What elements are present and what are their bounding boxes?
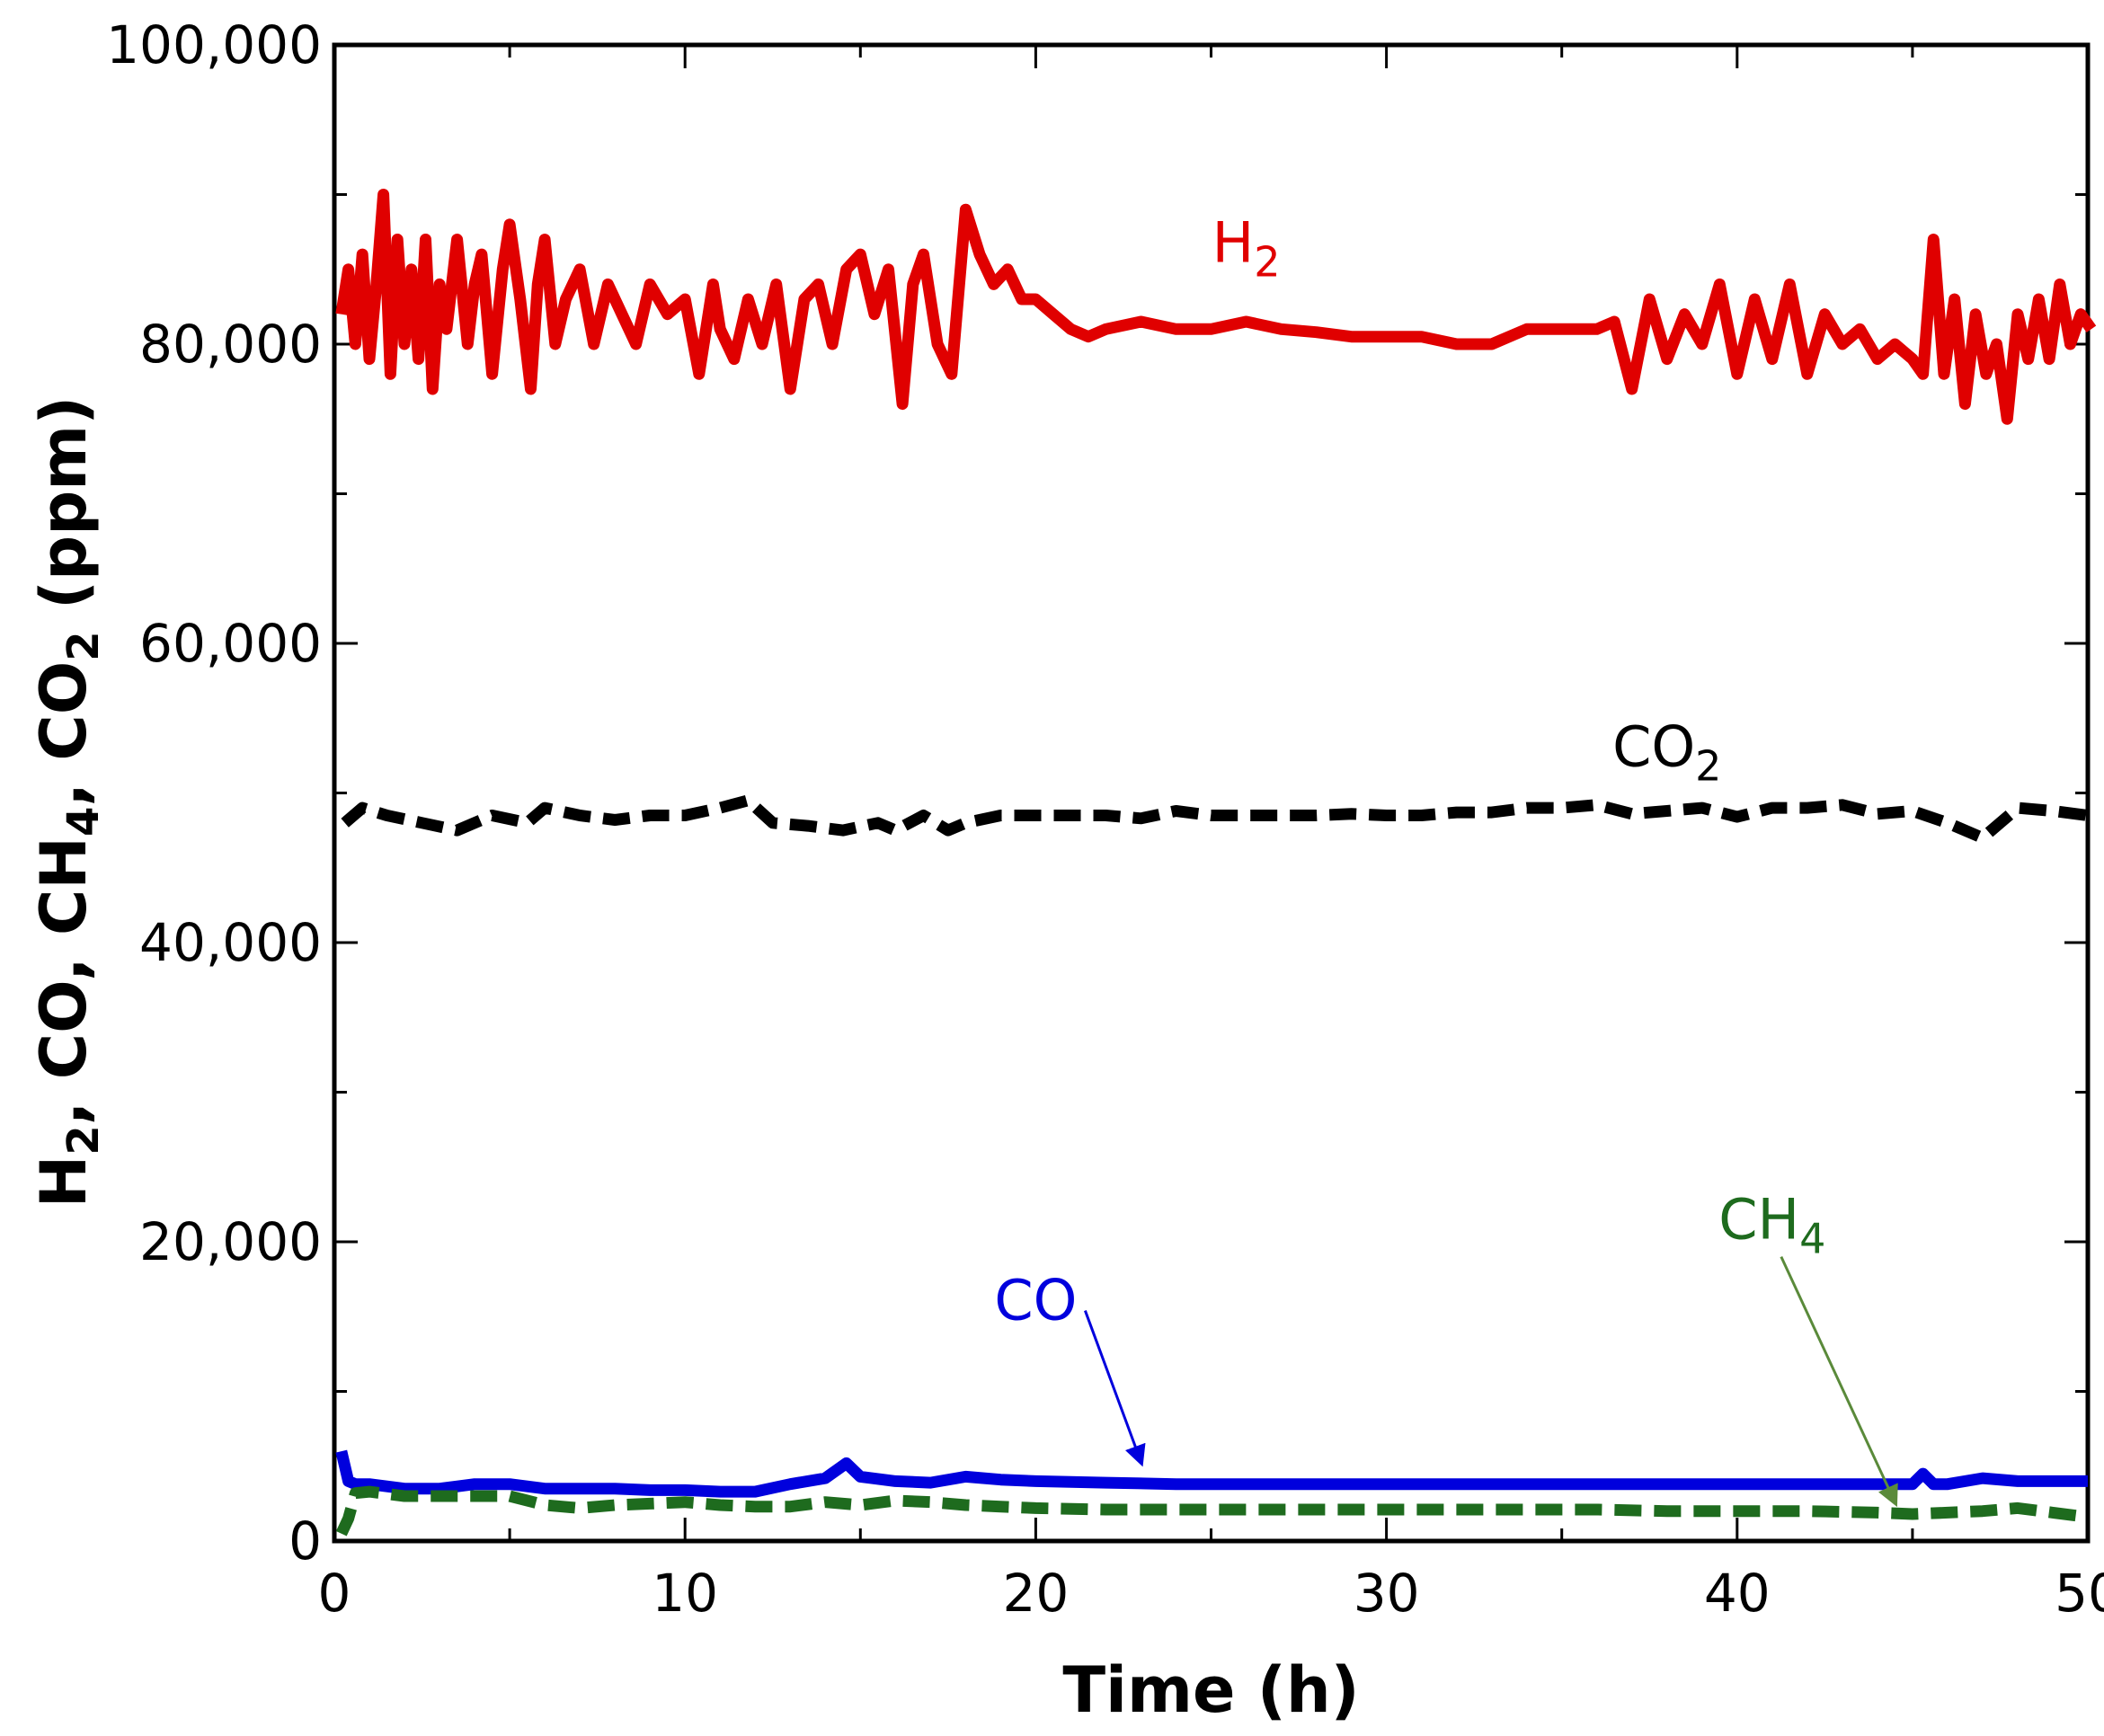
co-pointer-arrow	[1083, 1310, 1146, 1467]
y-tick-label: 80,000	[139, 314, 322, 375]
series-label-text: CH	[1718, 1187, 1799, 1253]
series-line-ch4	[335, 1485, 2089, 1537]
x-axis-title: Time (h)	[1062, 1653, 1359, 1727]
series-line-co2	[341, 794, 2089, 844]
series-label-text: H	[1212, 209, 1255, 275]
x-tick-label: 10	[652, 1563, 718, 1624]
series-line-co	[335, 1449, 2088, 1498]
y-tick-label: 40,000	[139, 912, 322, 973]
series-label-subscript: 2	[1254, 237, 1280, 286]
ch4-pointer-arrow	[1780, 1256, 1898, 1508]
y-tick-label: 0	[289, 1510, 322, 1572]
series-label-h2: H2	[1212, 209, 1281, 286]
y-tick-label: 20,000	[139, 1211, 322, 1272]
y-axis-title-subscript: 4	[58, 807, 109, 837]
y-axis-title-part: , CO	[27, 661, 101, 807]
series-label-text: CO	[1612, 714, 1695, 780]
x-tick-label: 0	[318, 1563, 351, 1624]
x-tick-label: 50	[2055, 1563, 2104, 1624]
series-layer	[335, 189, 2097, 1537]
y-axis-title-part: H	[27, 1156, 101, 1209]
x-tick-label: 40	[1704, 1563, 1771, 1624]
series-label-text: CO	[994, 1268, 1077, 1333]
y-axis-title-subscript: 2	[58, 1125, 109, 1155]
y-axis-title-part: , CO, CH	[27, 837, 101, 1125]
y-axis-title-part: (ppm)	[27, 396, 101, 632]
series-label-subscript: 2	[1695, 742, 1721, 791]
y-axis-title-subscript: 2	[58, 631, 109, 660]
series-label-subscript: 4	[1799, 1215, 1825, 1263]
series-label-co: CO	[994, 1268, 1077, 1333]
y-tick-label: 100,000	[106, 14, 322, 75]
y-axis-title: H2, CO, CH4, CO2 (ppm)	[27, 396, 109, 1208]
series-line-h2	[335, 189, 2097, 425]
x-tick-label: 30	[1354, 1563, 1420, 1624]
y-tick-label: 60,000	[139, 613, 322, 674]
series-label-ch4: CH4	[1718, 1187, 1825, 1263]
x-tick-label: 20	[1002, 1563, 1069, 1624]
series-label-co2: CO2	[1612, 714, 1721, 791]
plot-frame	[332, 42, 2091, 1544]
plot-axes: 0 10 20 30 40 50 0 20,000 40,000 60,000 80,000 100,…	[106, 14, 2104, 1624]
